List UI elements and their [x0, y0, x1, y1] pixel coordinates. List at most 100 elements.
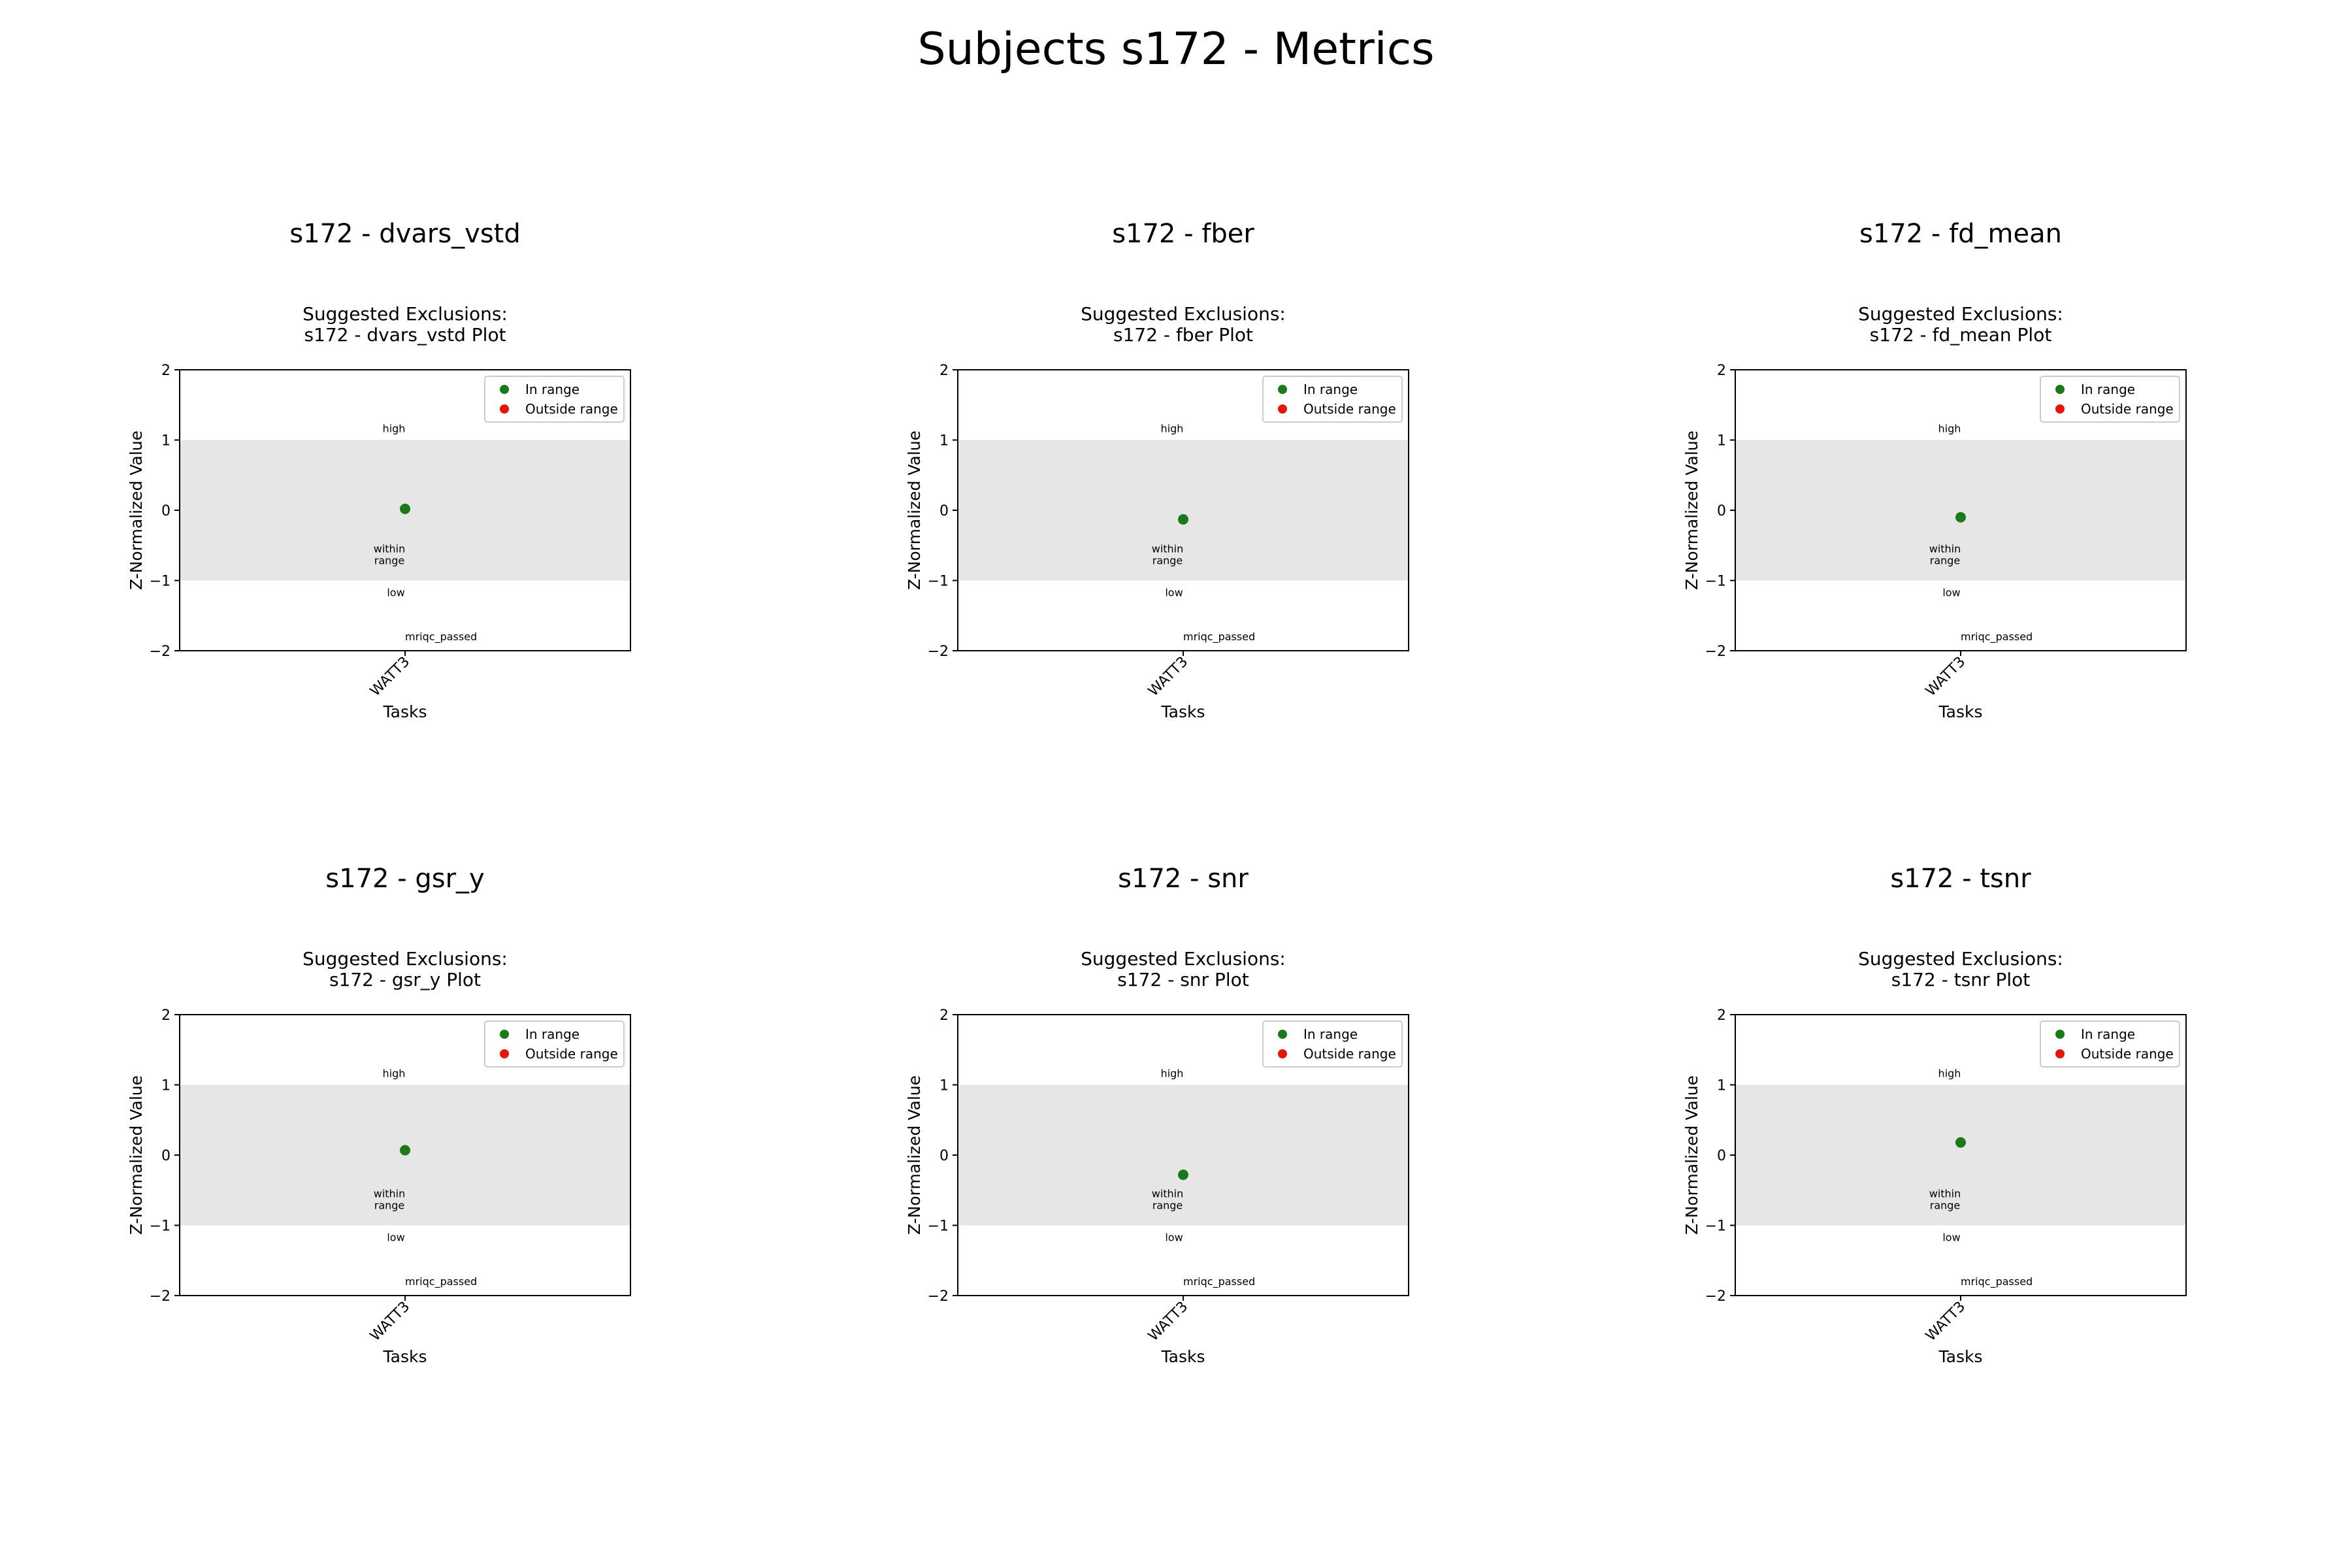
range-band	[958, 440, 1409, 581]
y-tick-label: −2	[150, 1288, 171, 1305]
y-tick-label: 1	[1717, 433, 1726, 449]
legend-label: Outside range	[2081, 401, 2174, 417]
annotation-high: high	[383, 423, 406, 435]
chart-title: Suggested Exclusions: s172 - snr Plot	[1081, 948, 1286, 990]
annotation-within: within range	[1152, 1188, 1184, 1212]
legend-marker	[500, 1030, 509, 1039]
chart-panel-6: s172 - tsnr Suggested Exclusions: s172 - t…	[1682, 864, 2187, 1366]
annotation-low: low	[1942, 587, 1960, 599]
data-point	[1178, 1169, 1188, 1181]
annotation-high: high	[1938, 423, 1961, 435]
annotation-high: high	[1938, 1068, 1961, 1080]
legend-marker	[1278, 385, 1287, 394]
x-axis-label: Tasks	[1161, 1347, 1205, 1366]
legend-marker	[2055, 385, 2065, 394]
y-tick-label: 0	[1717, 503, 1726, 519]
x-tick-label: WATT3	[1145, 1299, 1191, 1345]
y-tick-label: −1	[928, 1218, 949, 1235]
panel-header: s172 - snr	[1118, 864, 1249, 894]
range-band	[1735, 440, 2186, 581]
legend-box	[2040, 1021, 2180, 1068]
y-tick-label: −1	[150, 1218, 171, 1235]
legend-marker	[1278, 1030, 1287, 1039]
x-axis-label: Tasks	[1938, 702, 1983, 721]
y-tick-label: 1	[939, 1078, 949, 1094]
x-axis-label: Tasks	[1161, 702, 1205, 721]
legend-label: In range	[2081, 1026, 2135, 1042]
data-point	[1955, 512, 1966, 523]
legend-label: In range	[2081, 382, 2135, 397]
annotation-within: within range	[1929, 543, 1961, 567]
chart-panel-2: s172 - fber Suggested Exclusions: s172 - f…	[905, 219, 1409, 721]
annotation-high: high	[1161, 1068, 1184, 1080]
legend: In range Outside range	[2040, 376, 2180, 423]
range-band	[958, 1085, 1409, 1226]
legend-marker	[500, 404, 509, 414]
x-tick-label: WATT3	[1145, 654, 1191, 700]
legend-box	[484, 376, 625, 423]
annotation-status: mriqc_passed	[405, 1275, 477, 1288]
annotation-within: within range	[1929, 1188, 1961, 1212]
panel-header: s172 - gsr_y	[325, 864, 484, 894]
y-axis-label: Z-Normalized Value	[1682, 1075, 1701, 1235]
annotation-status: mriqc_passed	[1961, 1275, 2033, 1288]
y-tick-label: 1	[939, 433, 949, 449]
y-tick-label: −2	[928, 644, 949, 660]
panel-header: s172 - dvars_vstd	[289, 219, 521, 249]
legend-label: Outside range	[2081, 1046, 2174, 1062]
x-tick-label: WATT3	[367, 654, 413, 700]
annotation-status: mriqc_passed	[1183, 630, 1255, 644]
annotation-within: within range	[374, 543, 406, 567]
y-tick-label: 1	[1717, 1078, 1726, 1094]
y-tick-label: 2	[1717, 1007, 1726, 1024]
x-axis-label: Tasks	[383, 1347, 427, 1366]
data-point	[1178, 514, 1188, 525]
annotation-low: low	[1165, 1232, 1183, 1244]
y-tick-label: −1	[150, 574, 171, 590]
legend: In range Outside range	[1262, 1021, 1403, 1068]
x-tick-label: WATT3	[367, 1299, 413, 1345]
legend: In range Outside range	[2040, 1021, 2180, 1068]
range-band	[1735, 1085, 2186, 1226]
legend: In range Outside range	[1262, 376, 1403, 423]
y-tick-label: −2	[1705, 1288, 1726, 1305]
legend-marker	[1278, 404, 1287, 414]
chart-title: Suggested Exclusions: s172 - fd_mean Plot	[1858, 303, 2063, 346]
legend-marker	[2055, 1030, 2065, 1039]
chart-panel-1: s172 - dvars_vstd Suggested Exclusions: s1…	[127, 219, 631, 721]
annotation-within: within range	[1152, 543, 1184, 567]
legend-box	[484, 1021, 625, 1068]
legend-box	[1262, 376, 1403, 423]
y-axis-label: Z-Normalized Value	[905, 431, 924, 590]
y-tick-label: 0	[939, 1148, 949, 1164]
legend-marker	[500, 1049, 509, 1058]
x-axis-label: Tasks	[1938, 1347, 1983, 1366]
annotation-low: low	[387, 1232, 404, 1244]
panel-header: s172 - tsnr	[1890, 864, 2031, 894]
legend-label: Outside range	[525, 401, 618, 417]
annotation-status: mriqc_passed	[405, 630, 477, 644]
y-tick-label: −2	[928, 1288, 949, 1305]
annotation-status: mriqc_passed	[1961, 630, 2033, 644]
annotation-high: high	[383, 1068, 406, 1080]
y-axis-label: Z-Normalized Value	[127, 431, 146, 590]
legend-label: In range	[525, 1026, 580, 1042]
y-tick-label: 2	[161, 363, 171, 379]
y-tick-label: 0	[161, 1148, 171, 1164]
legend-label: In range	[1303, 382, 1358, 397]
y-tick-label: −1	[928, 574, 949, 590]
legend-marker	[2055, 1049, 2065, 1058]
y-tick-label: −1	[1705, 1218, 1726, 1235]
y-axis-label: Z-Normalized Value	[127, 1075, 146, 1235]
annotation-low: low	[387, 587, 404, 599]
legend-box	[2040, 376, 2180, 423]
annotation-high: high	[1161, 423, 1184, 435]
y-tick-label: 0	[161, 503, 171, 519]
y-tick-label: 1	[161, 1078, 171, 1094]
y-axis-label: Z-Normalized Value	[905, 1075, 924, 1235]
chart-title: Suggested Exclusions: s172 - dvars_vstd P…	[302, 303, 508, 346]
legend-label: Outside range	[1303, 1046, 1396, 1062]
legend-label: In range	[525, 382, 580, 397]
y-tick-label: 2	[1717, 363, 1726, 379]
